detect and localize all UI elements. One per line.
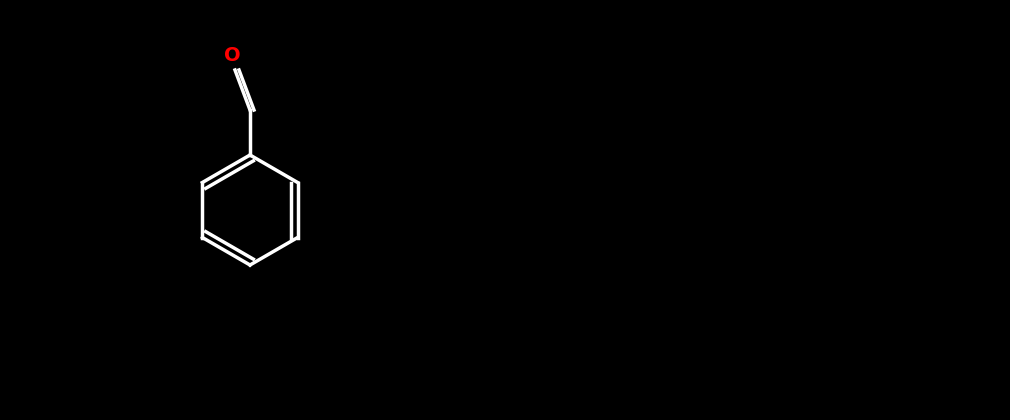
- Text: O: O: [223, 46, 240, 65]
